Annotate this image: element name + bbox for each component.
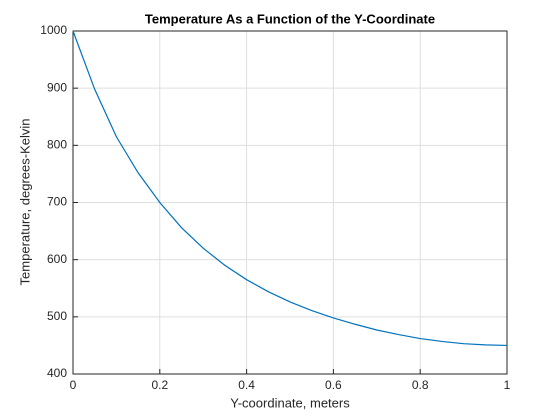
- x-tick-label: 1: [504, 378, 511, 392]
- chart-title: Temperature As a Function of the Y-Coord…: [145, 11, 435, 26]
- x-tick-label: 0.4: [238, 378, 255, 392]
- y-tick-label: 1000: [40, 23, 67, 37]
- y-tick-label: 700: [47, 195, 67, 209]
- line: [72, 30, 508, 347]
- y-tick-label: 400: [47, 366, 67, 380]
- x-tick-label: 0.8: [412, 378, 429, 392]
- x-axis-label: Y-coordinate, meters: [230, 395, 350, 410]
- y-axis-label: Temperature, degrees-Kelvin: [17, 119, 32, 286]
- y-tick-label: 500: [47, 309, 67, 323]
- y-tick-label: 900: [47, 80, 67, 94]
- y-tick-label: 800: [47, 138, 67, 152]
- x-tick-label: 0.2: [151, 378, 168, 392]
- y-tick-label: 600: [47, 252, 67, 266]
- x-tick-label: 0.6: [325, 378, 342, 392]
- x-tick-label: 0: [70, 378, 77, 392]
- axes-box: [72, 30, 508, 375]
